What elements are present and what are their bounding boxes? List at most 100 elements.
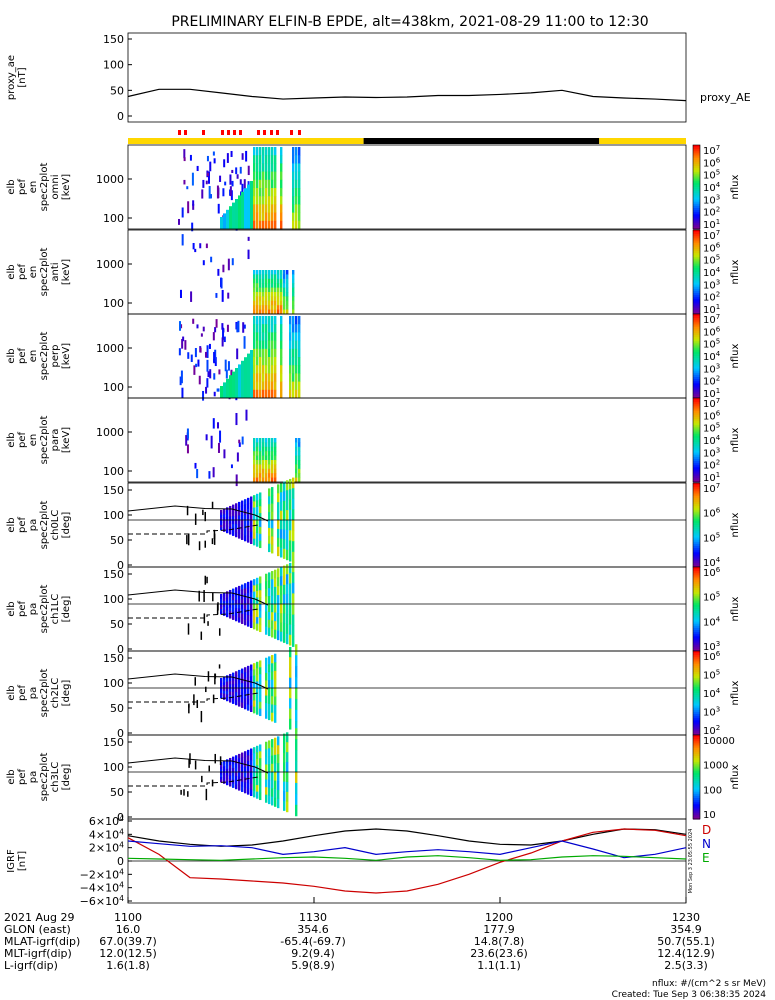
pa-ch0-colorbar-segment bbox=[693, 533, 700, 537]
pa-ch3-pixel bbox=[295, 793, 298, 806]
spec-para-colorbar-tick: 107 bbox=[703, 397, 720, 410]
spec-perp-pixel bbox=[292, 348, 295, 358]
pa-ch3-colorbar-segment bbox=[693, 743, 700, 747]
pa-ch3-pixel bbox=[295, 728, 298, 740]
pa-ch1-pixel bbox=[268, 611, 271, 621]
pa-ch1-pixel bbox=[220, 609, 223, 612]
spec-perp-pixel bbox=[280, 340, 283, 350]
pa-ch2-colorbar-segment bbox=[693, 682, 700, 686]
spec-anti-pixel bbox=[280, 270, 283, 275]
spec-perp-pixel bbox=[206, 345, 209, 358]
spec-omni-pixel bbox=[262, 220, 265, 230]
pa-ch1-pixel bbox=[286, 584, 289, 595]
spec-perp-pixel bbox=[298, 324, 301, 333]
spec-anti-colorbar-tick: 104 bbox=[703, 266, 721, 279]
pa-ch1-pixel bbox=[226, 604, 229, 608]
pa-ch3-colorbar-tick: 100 bbox=[703, 785, 722, 796]
spec-anti-pixel bbox=[262, 300, 265, 306]
spec-omni-colorbar-segment bbox=[693, 199, 700, 203]
igrf-ytick-label: 0 bbox=[117, 855, 124, 868]
spec-anti-pixel bbox=[259, 278, 262, 284]
pa-ch0-frame bbox=[127, 482, 687, 568]
pa-ch1-pixel bbox=[292, 593, 295, 605]
spec-omni-pixel bbox=[192, 203, 195, 210]
spec-anti-colorbar-segment bbox=[693, 290, 700, 294]
spec-omni-pixel bbox=[274, 188, 277, 197]
spec-anti-pixel bbox=[227, 292, 230, 299]
spec-perp-colorbar-segment bbox=[693, 360, 700, 363]
pa-ch2-ylabel-line: [deg] bbox=[61, 680, 72, 707]
spec-omni-pixel bbox=[253, 204, 256, 214]
pa-ch1-pixel bbox=[247, 604, 250, 611]
spec-omni-ylabel-line: elb bbox=[6, 179, 17, 194]
pa-ch0-ytick-label: 0 bbox=[117, 559, 124, 572]
spec-para-colorbar-segment bbox=[693, 450, 700, 454]
pa-ch2-pixel bbox=[247, 688, 250, 695]
spec-perp-colorbar-segment bbox=[693, 364, 700, 368]
pa-ch3-pixel bbox=[283, 752, 286, 763]
spec-omni-pixel bbox=[271, 147, 274, 156]
pa-ch2-colorbar-segment bbox=[693, 709, 700, 713]
spec-perp-pixel bbox=[280, 316, 283, 325]
spec-perp-pixel bbox=[259, 340, 262, 350]
pa-ch1-pixel bbox=[244, 614, 247, 621]
spec-perp-pixel bbox=[271, 373, 274, 383]
spec-anti-colorbar-segment bbox=[693, 280, 700, 284]
spec-omni-pixel bbox=[292, 171, 295, 181]
spec-omni-pixel bbox=[209, 194, 212, 199]
spec-perp-pixel bbox=[265, 365, 268, 374]
pa-ch2-colorbar-segment bbox=[693, 678, 700, 681]
spec-omni-pixel bbox=[202, 179, 205, 188]
pa-ch0-pixel bbox=[247, 503, 250, 510]
pa-ch2-pixel bbox=[268, 680, 271, 689]
pa-ch3-pixel bbox=[274, 797, 277, 807]
ephemeris-row-label: L-igrf(dip) bbox=[4, 959, 58, 972]
pa-ch1-colorbar-segment bbox=[693, 632, 700, 635]
science-zone-marker bbox=[184, 130, 187, 135]
pa-ch1-pixel bbox=[274, 595, 277, 605]
pa-ch3-pixel bbox=[256, 745, 259, 753]
pa-ch1-pixel bbox=[259, 576, 262, 584]
pa-ch2-colorbar-segment bbox=[693, 728, 700, 732]
pa-ch0-pixel bbox=[235, 520, 238, 525]
spec-anti-colorbar-segment bbox=[693, 251, 700, 254]
spec-anti-pixel bbox=[256, 274, 259, 280]
pa-ch2-pixel bbox=[289, 718, 292, 730]
pa-ch2-colorbar-segment bbox=[693, 669, 700, 673]
pa-ch0-colorbar-tick: 106 bbox=[703, 507, 721, 520]
pa-ch1-pixel bbox=[277, 621, 280, 632]
spec-para-colorbar-segment bbox=[693, 463, 700, 466]
spec-para-pixel bbox=[265, 442, 268, 448]
pa-ch0-pixel bbox=[256, 526, 259, 534]
pa-ch2-pixel bbox=[268, 656, 271, 665]
spec-omni-pixel bbox=[295, 196, 298, 205]
pa-ch0-colorbar-segment bbox=[693, 539, 700, 543]
pa-ch3-ytick-label: 0 bbox=[117, 811, 124, 824]
spec-anti-pixel bbox=[286, 309, 289, 315]
spec-omni-pixel bbox=[244, 188, 247, 229]
pa-ch2-pixel bbox=[229, 677, 232, 682]
spec-omni-pixel bbox=[262, 212, 265, 222]
spec-perp-pixel bbox=[218, 369, 221, 375]
spec-perp-pixel bbox=[214, 349, 217, 363]
pa-ch3-pixel bbox=[268, 748, 271, 757]
pa-ch1-colorbar-segment bbox=[693, 567, 700, 570]
spec-perp-colorbar-segment bbox=[693, 316, 700, 319]
pa-ch1-pixel bbox=[256, 623, 259, 631]
pa-ch0-pixel bbox=[280, 492, 283, 502]
pa-ch1-colorbar-segment bbox=[693, 581, 700, 585]
spec-anti-colorbar-tick: 102 bbox=[703, 291, 720, 304]
ephemeris-value: 1.6(1.8) bbox=[106, 959, 150, 972]
pa-ch1-colorbar-segment bbox=[693, 571, 700, 574]
pa-ch0-pixel bbox=[226, 516, 229, 521]
proxy-ae-line bbox=[127, 88, 687, 102]
pa-ch0-pixel bbox=[232, 527, 235, 533]
spec-omni-pixel bbox=[253, 147, 256, 156]
spec-perp-pixel bbox=[271, 348, 274, 358]
spec-anti-pixel bbox=[262, 305, 265, 311]
spec-anti-pixel bbox=[268, 274, 271, 280]
pa-ch3-pixel bbox=[220, 769, 223, 773]
pa-ch0-pixel bbox=[292, 520, 295, 532]
pa-ch2-pixel bbox=[253, 688, 256, 695]
spec-anti-pixel bbox=[202, 260, 205, 266]
